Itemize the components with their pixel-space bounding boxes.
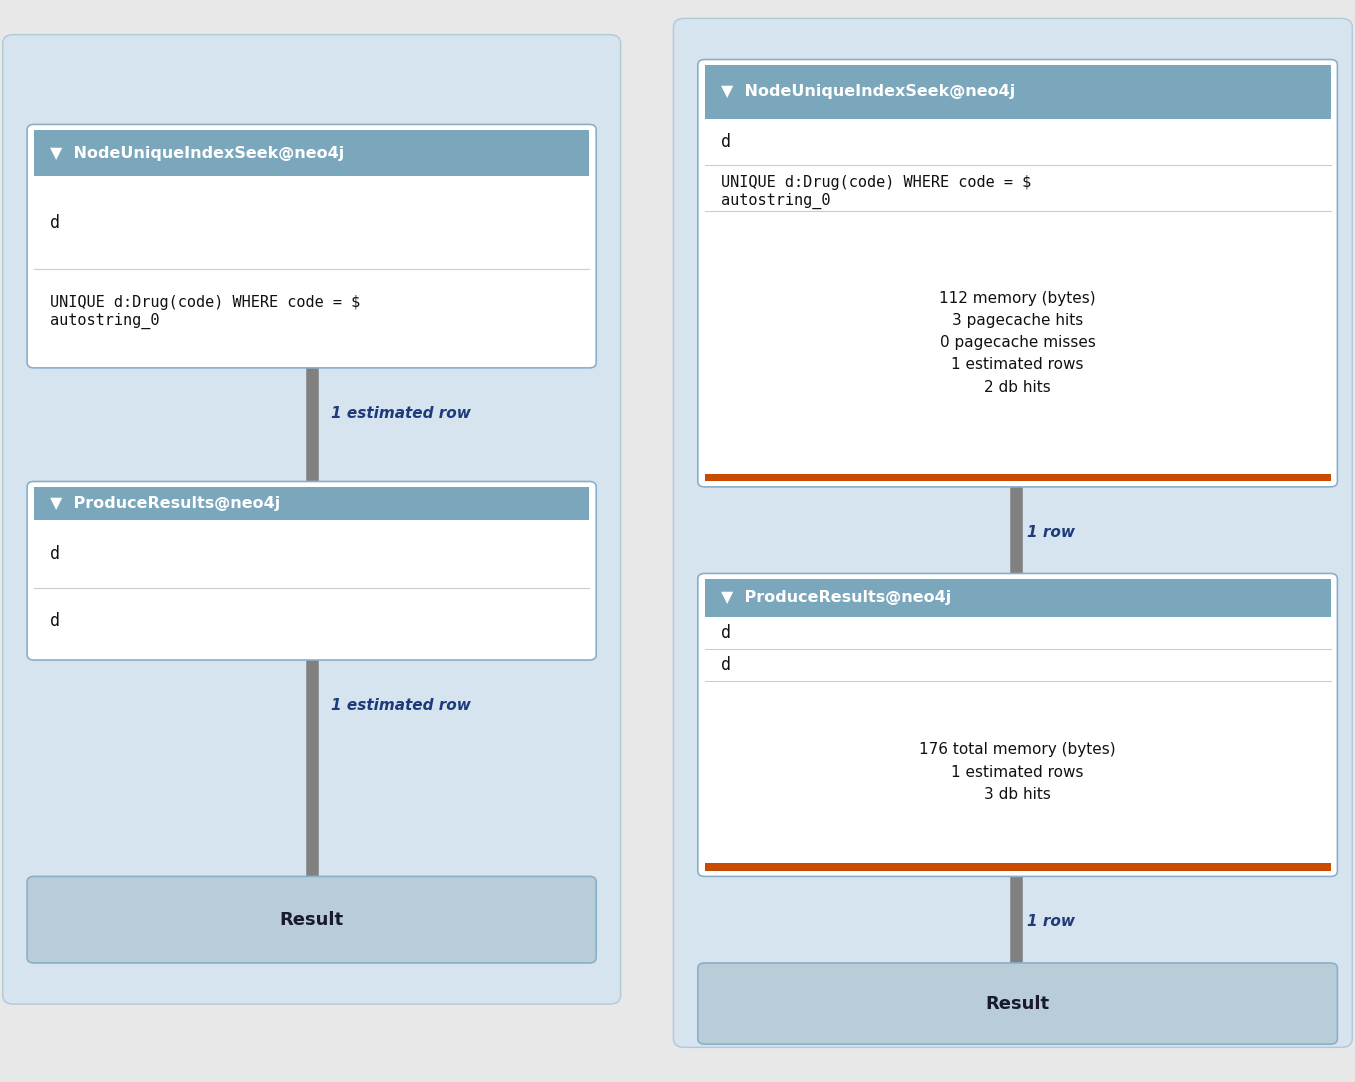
- Text: Result: Result: [985, 994, 1050, 1013]
- Text: d: d: [721, 624, 730, 642]
- Text: 1 row: 1 row: [1027, 525, 1075, 540]
- Bar: [705, 863, 1331, 871]
- Bar: [705, 579, 1331, 617]
- Text: 1 estimated row: 1 estimated row: [331, 698, 470, 713]
- FancyBboxPatch shape: [3, 35, 621, 1004]
- Text: 112 memory (bytes)
3 pagecache hits
0 pagecache misses
1 estimated rows
2 db hit: 112 memory (bytes) 3 pagecache hits 0 pa…: [939, 291, 1096, 395]
- Text: 176 total memory (bytes)
1 estimated rows
3 db hits: 176 total memory (bytes) 1 estimated row…: [919, 742, 1117, 802]
- FancyBboxPatch shape: [673, 18, 1352, 1047]
- Text: 1 estimated row: 1 estimated row: [331, 406, 470, 421]
- Text: UNIQUE d:Drug(code) WHERE code = $
autostring_0: UNIQUE d:Drug(code) WHERE code = $ autos…: [50, 295, 360, 329]
- FancyBboxPatch shape: [698, 60, 1337, 487]
- FancyBboxPatch shape: [698, 573, 1337, 876]
- Text: ▼  ProduceResults@neo4j: ▼ ProduceResults@neo4j: [50, 497, 280, 511]
- Text: Result: Result: [279, 911, 344, 928]
- Text: ▼  ProduceResults@neo4j: ▼ ProduceResults@neo4j: [721, 591, 951, 605]
- Text: ▼  NodeUniqueIndexSeek@neo4j: ▼ NodeUniqueIndexSeek@neo4j: [721, 84, 1015, 100]
- Bar: [705, 474, 1331, 481]
- Text: ▼  NodeUniqueIndexSeek@neo4j: ▼ NodeUniqueIndexSeek@neo4j: [50, 146, 344, 160]
- Text: d: d: [50, 214, 60, 232]
- Text: d: d: [50, 612, 60, 630]
- Text: d: d: [721, 133, 730, 151]
- Text: d: d: [50, 545, 60, 563]
- FancyBboxPatch shape: [27, 481, 596, 660]
- Bar: [705, 65, 1331, 119]
- Text: UNIQUE d:Drug(code) WHERE code = $
autostring_0: UNIQUE d:Drug(code) WHERE code = $ autos…: [721, 175, 1031, 209]
- FancyBboxPatch shape: [27, 876, 596, 963]
- Text: 1 row: 1 row: [1027, 914, 1075, 929]
- Text: d: d: [721, 656, 730, 674]
- Bar: [34, 487, 589, 520]
- FancyBboxPatch shape: [27, 124, 596, 368]
- Bar: [34, 130, 589, 176]
- FancyBboxPatch shape: [698, 963, 1337, 1044]
